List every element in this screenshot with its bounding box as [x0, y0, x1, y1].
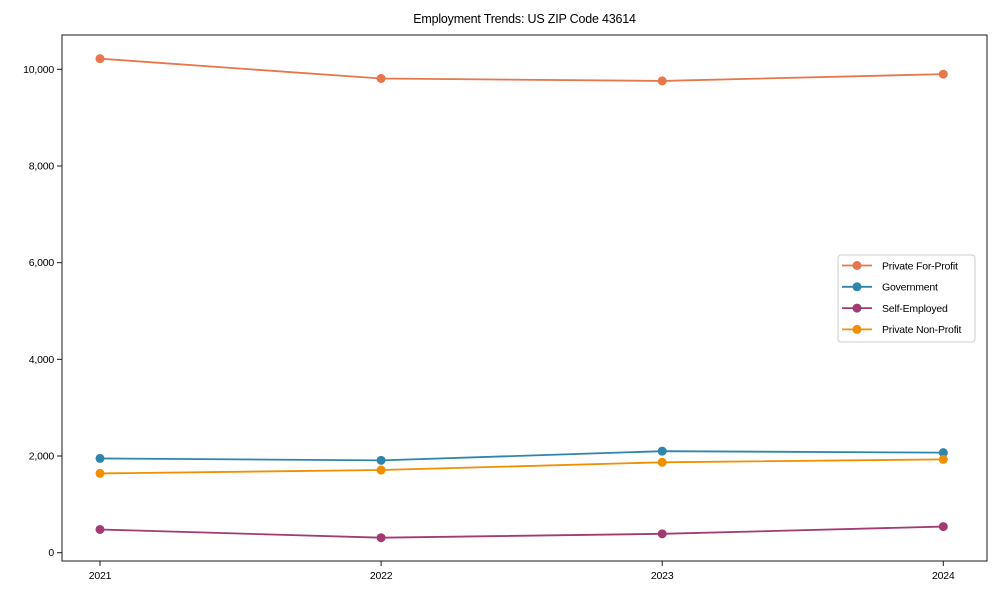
legend-label-private-non-profit: Private Non-Profit: [882, 324, 962, 336]
data-point-government: [657, 446, 667, 456]
series-line-government: [99, 450, 944, 462]
y-axis-tick-label: 8,000: [29, 160, 55, 172]
data-point-private-for-profit: [376, 74, 386, 84]
chart-title: Employment Trends: US ZIP Code 43614: [413, 12, 636, 26]
legend-marker-private-for-profit: [852, 261, 862, 270]
legend-box: [837, 254, 976, 343]
y-axis-tick-label: 0: [48, 547, 54, 559]
data-point-government: [376, 455, 386, 465]
series-private-for-profit: [95, 54, 948, 86]
data-point-self-employed: [657, 529, 667, 539]
plot-border: [61, 34, 988, 562]
series-group: [95, 54, 948, 543]
legend: Private For-Profit Government Self-Employe…: [837, 254, 976, 343]
series-line-self-employed: [99, 525, 944, 539]
series-line-private-non-profit: [99, 458, 944, 475]
legend-entry-private-non-profit: Private Non-Profit: [842, 324, 962, 336]
data-point-government: [95, 453, 105, 463]
legend-marker-government: [852, 282, 862, 292]
y-axis-tick-label: 10,000: [23, 64, 54, 76]
axis-tick-labels: 0 2,000 4,000 6,000 8,000 10,000 2021 2022 2023 2…: [23, 64, 955, 582]
series-private-non-profit: [95, 454, 948, 478]
data-point-private-for-profit: [95, 54, 105, 64]
series-government: [95, 446, 948, 465]
plot-frame: [61, 34, 988, 562]
axis-ticks: [57, 68, 944, 566]
y-axis-tick-label: 2,000: [29, 451, 55, 463]
data-point-self-employed: [376, 533, 386, 543]
data-point-government: [938, 448, 948, 458]
legend-entry-government: Government: [842, 282, 938, 294]
data-point-private-non-profit: [938, 454, 948, 464]
series-self-employed: [95, 522, 948, 543]
x-axis-tick-label: 2022: [370, 570, 393, 582]
legend-label-self-employed: Self-Employed: [882, 303, 948, 315]
legend-marker-private-non-profit: [852, 324, 862, 334]
data-point-self-employed: [95, 524, 105, 534]
data-point-private-non-profit: [657, 457, 667, 467]
legend-label-government: Government: [882, 282, 938, 294]
x-axis-tick-label: 2024: [932, 570, 955, 582]
y-axis-tick-label: 6,000: [29, 257, 55, 269]
legend-marker-self-employed: [852, 303, 862, 313]
data-point-private-non-profit: [376, 465, 386, 475]
y-axis-tick-label: 4,000: [29, 354, 55, 366]
legend-entry-self-employed: Self-Employed: [842, 303, 948, 315]
data-point-self-employed: [938, 522, 948, 532]
legend-entry-private-for-profit: Private For-Profit: [842, 260, 958, 272]
series-line-private-for-profit: [99, 57, 944, 82]
x-axis-tick-label: 2021: [89, 570, 112, 582]
legend-label-private-for-profit: Private For-Profit: [882, 260, 958, 272]
data-point-private-for-profit: [657, 76, 667, 86]
x-axis-tick-label: 2023: [651, 570, 674, 582]
data-point-private-for-profit: [938, 69, 948, 79]
data-point-private-non-profit: [95, 468, 105, 478]
